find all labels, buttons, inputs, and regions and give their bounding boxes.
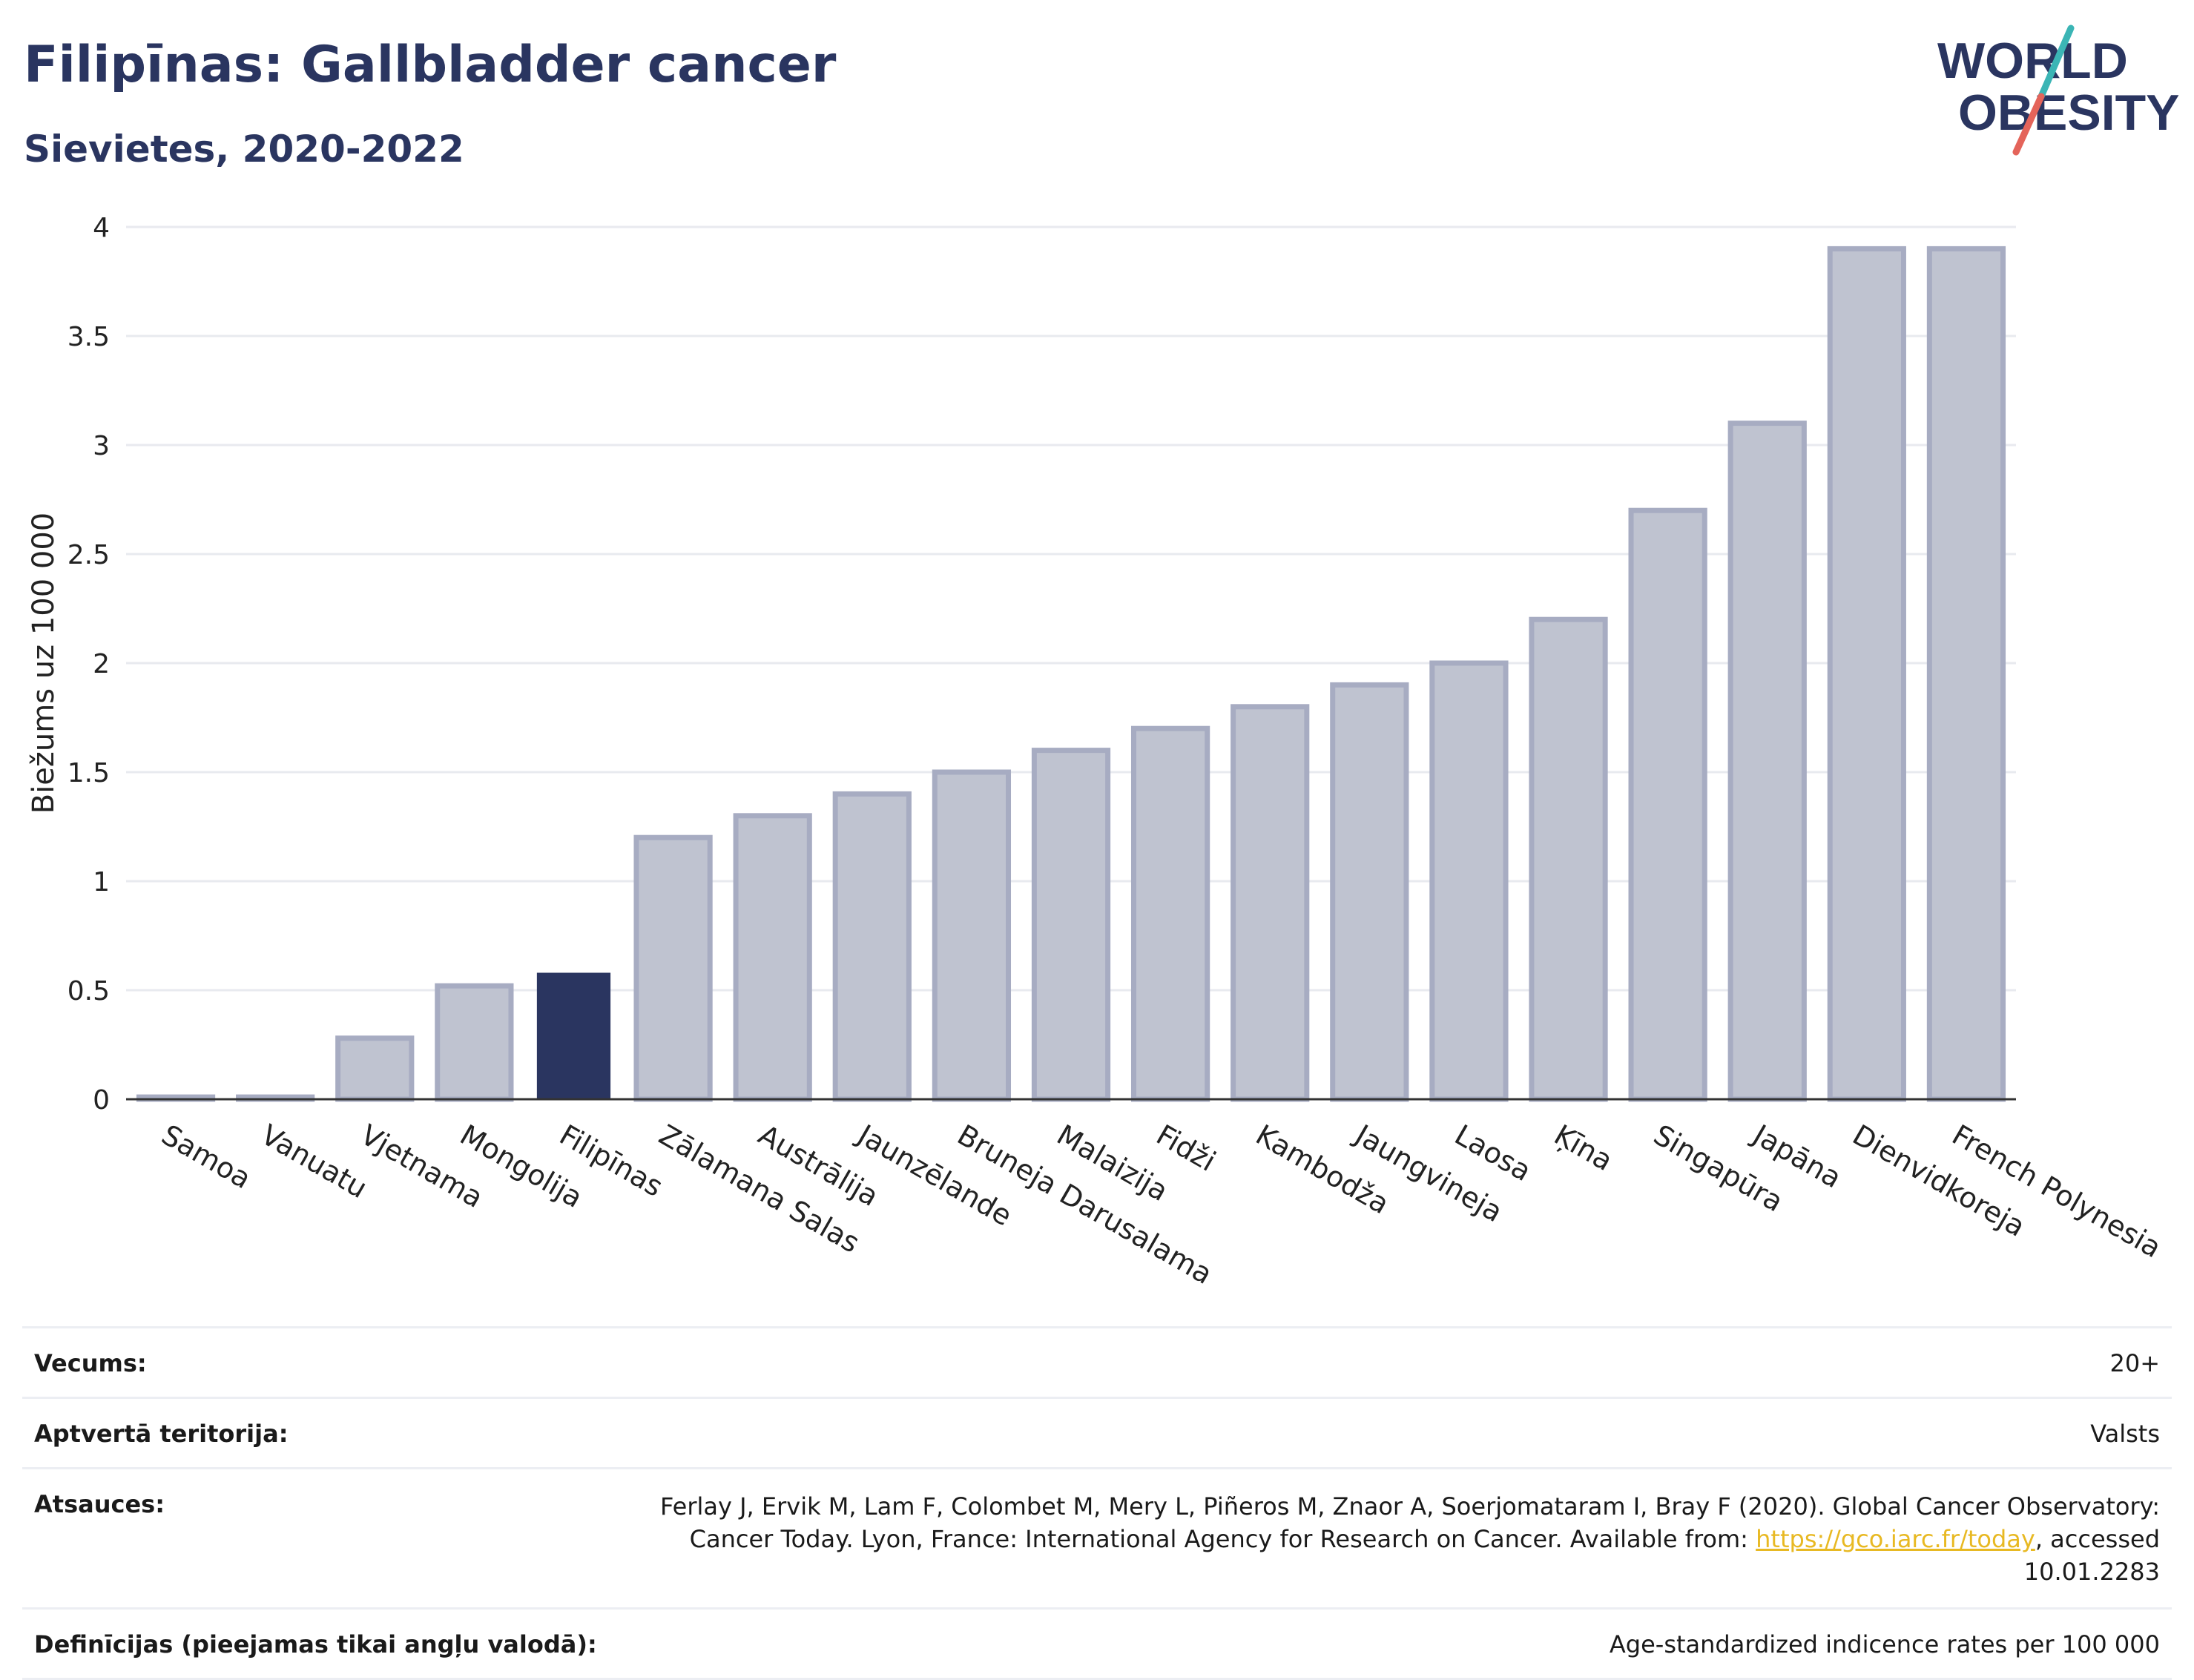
bar-singapūra <box>1628 507 1707 1102</box>
bar-chart: 0 0.5 1 1.5 2 2.5 3 3.5 4 SamoaVanuatuVjetnamaMo… <box>27 213 2167 1291</box>
logo-slash-teal <box>2037 24 2075 100</box>
bar-jaungvineja <box>1330 682 1409 1102</box>
x-tick-label: Samoa <box>157 1119 257 1196</box>
bar-filipīnas <box>536 972 611 1099</box>
meta-value-age: 20+ <box>2109 1349 2160 1377</box>
y-tick-label: 2.5 <box>67 540 110 570</box>
reference-link[interactable]: https://gco.iarc.fr/today <box>1756 1525 2035 1553</box>
meta-row-age: Vecums: 20+ <box>22 1326 2172 1397</box>
y-tick-label: 3.5 <box>67 322 110 352</box>
bar-jaunzēlande <box>832 791 912 1102</box>
bar-laosa <box>1429 660 1509 1102</box>
bar-french-polynesia <box>1926 246 2006 1102</box>
chart-subtitle: Sievietes, 2020-2022 <box>24 128 464 171</box>
logo-text-obesity: OBESITY <box>1958 85 2180 141</box>
y-tick-label: 0.5 <box>67 976 110 1007</box>
meta-label-age: Vecums: <box>34 1349 147 1377</box>
y-tick-label: 1.5 <box>67 758 110 788</box>
meta-value-territory: Valsts <box>2090 1420 2160 1448</box>
bar-bruneja-darusalama <box>932 769 1012 1102</box>
x-tick-label: Ķīna <box>1549 1119 1618 1178</box>
bar-japāna <box>1727 421 1807 1102</box>
x-tick-label: Dienvidkoreja <box>1847 1119 2030 1243</box>
bar-mongolija <box>435 983 514 1102</box>
bar-dienvidkoreja <box>1827 246 1906 1102</box>
meta-label-definitions: Definīcijas (pieejamas tikai angļu valod… <box>34 1630 597 1658</box>
world-obesity-logo: WORLD OBESITY <box>1937 24 2180 156</box>
meta-value-definitions: Age-standardized indicence rates per 100… <box>1609 1630 2160 1658</box>
bar-zālamana-salas <box>633 834 713 1102</box>
bar-malaizija <box>1031 748 1111 1102</box>
x-tick-label: Vanuatu <box>256 1119 373 1205</box>
logo-text-world: WORLD <box>1937 33 2128 89</box>
reference-accessed: , accessed 10.01.2283 <box>2023 1525 2160 1586</box>
meta-label-territory: Aptvertā teritorija: <box>34 1420 289 1448</box>
bar-fidži <box>1130 725 1210 1102</box>
y-tick-label: 0 <box>93 1085 110 1116</box>
meta-row-references: Atsauces: Ferlay J, Ervik M, Lam F, Colo… <box>22 1467 2172 1607</box>
chart-title: Filipīnas: Gallbladder cancer <box>24 36 837 94</box>
metadata-table: Vecums: 20+ Aptvertā teritorija: Valsts … <box>22 1326 2172 1680</box>
y-tick-label: 4 <box>93 213 110 243</box>
x-axis-ticks: SamoaVanuatuVjetnamaMongolijaFilipīnasZā… <box>157 1118 2167 1291</box>
y-axis-label: Biežums uz 100 000 <box>27 513 61 814</box>
meta-row-definitions: Definīcijas (pieejamas tikai angļu valod… <box>22 1607 2172 1680</box>
logo-slash-red <box>2012 93 2045 156</box>
bar-austrālija <box>733 813 812 1102</box>
reference-text: Ferlay J, Ervik M, Lam F, Colombet M, Me… <box>660 1492 2160 1553</box>
bars <box>136 246 2006 1102</box>
bar-ķīna <box>1529 616 1608 1102</box>
y-tick-label: 2 <box>93 649 110 679</box>
bar-vjetnama <box>335 1035 415 1102</box>
meta-row-territory: Aptvertā teritorija: Valsts <box>22 1397 2172 1467</box>
bar-kambodža <box>1231 704 1310 1102</box>
y-axis-ticks: 0 0.5 1 1.5 2 2.5 3 3.5 4 <box>67 213 110 1116</box>
y-tick-label: 3 <box>93 431 110 461</box>
y-tick-label: 1 <box>93 867 110 897</box>
meta-label-references: Atsauces: <box>34 1490 165 1518</box>
x-tick-label: Fidži <box>1151 1119 1222 1178</box>
meta-value-references: Ferlay J, Ervik M, Lam F, Colombet M, Me… <box>602 1490 2160 1588</box>
